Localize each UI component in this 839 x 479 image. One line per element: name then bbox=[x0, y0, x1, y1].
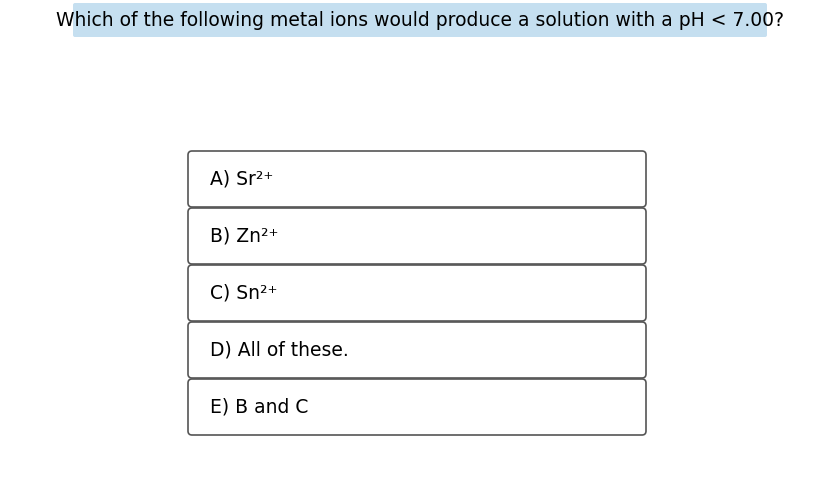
FancyBboxPatch shape bbox=[73, 3, 767, 37]
Text: C) Sn²⁺: C) Sn²⁺ bbox=[210, 284, 278, 303]
Text: E) B and C: E) B and C bbox=[210, 398, 309, 417]
Text: Which of the following metal ions would produce a solution with a pH < 7.00?: Which of the following metal ions would … bbox=[56, 11, 784, 30]
FancyBboxPatch shape bbox=[188, 151, 646, 207]
Text: B) Zn²⁺: B) Zn²⁺ bbox=[210, 227, 279, 246]
FancyBboxPatch shape bbox=[188, 322, 646, 378]
FancyBboxPatch shape bbox=[188, 208, 646, 264]
Text: A) Sr²⁺: A) Sr²⁺ bbox=[210, 170, 274, 189]
FancyBboxPatch shape bbox=[188, 265, 646, 321]
FancyBboxPatch shape bbox=[188, 379, 646, 435]
Text: D) All of these.: D) All of these. bbox=[210, 341, 349, 360]
